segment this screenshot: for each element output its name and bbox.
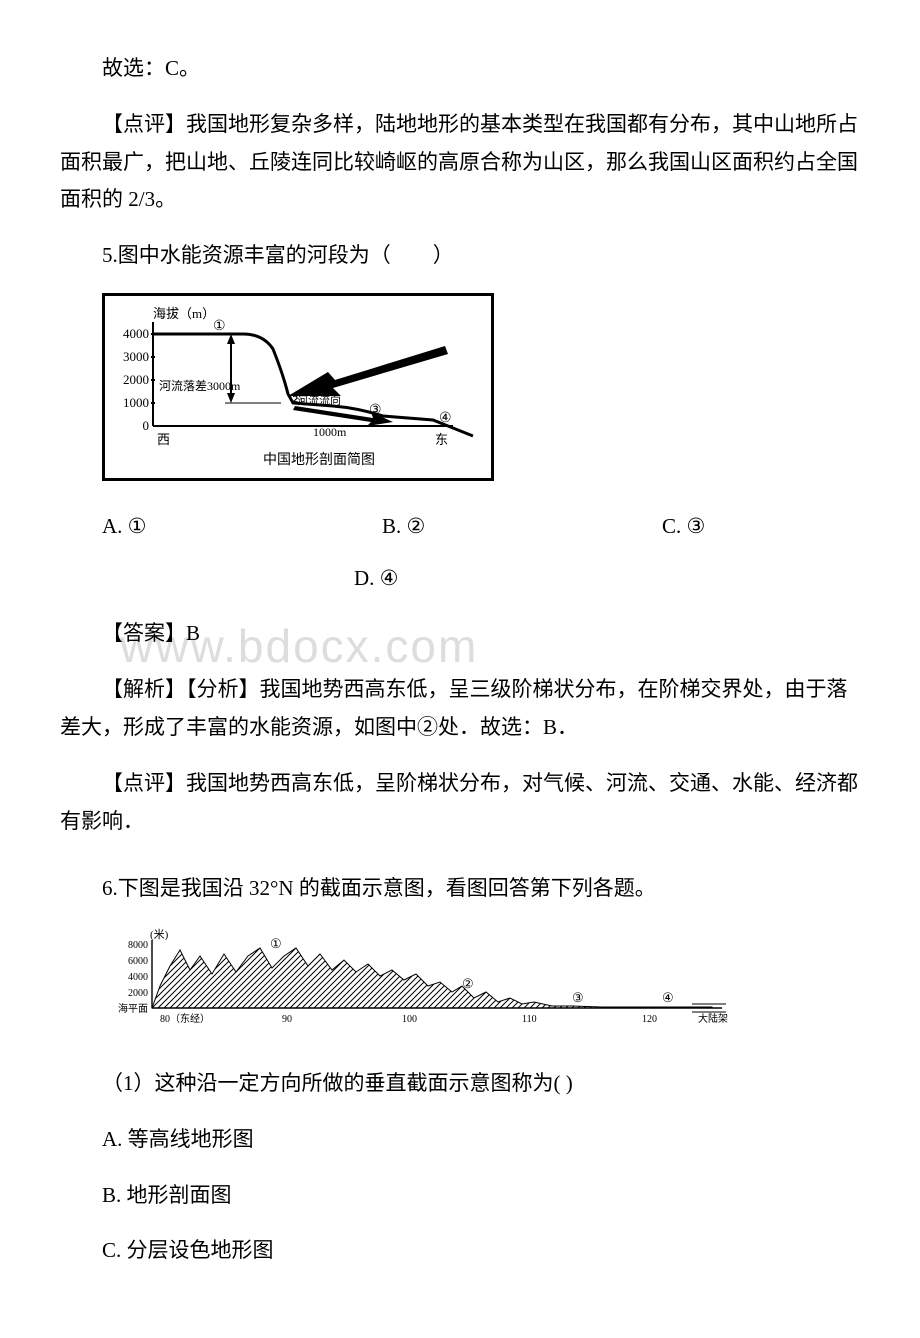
chart1-xmid: 1000m bbox=[313, 425, 347, 439]
chart1-east: 东 bbox=[435, 432, 448, 447]
chart2-ytick-6000: 6000 bbox=[128, 956, 148, 967]
q5-answer: 【答案】B bbox=[60, 615, 860, 653]
q5-option-d: D. ④ bbox=[354, 566, 399, 590]
q5-explanation: 【解析】【分析】我国地势西高东低，呈三级阶梯状分布，在阶梯交界处，由于落差大，形… bbox=[60, 671, 860, 747]
chart2-xright: 大陆架 bbox=[698, 1012, 728, 1025]
chart1-drop-label: 河流落差3000m bbox=[159, 379, 241, 393]
q5-option-b: B. ② bbox=[382, 508, 662, 546]
chart1-axes: 海拔（m） 4000 3000 2000 1000 0 bbox=[113, 304, 483, 474]
chart1-ytick-3000: 3000 bbox=[123, 349, 149, 364]
chart1-marker-3: ③ bbox=[369, 403, 382, 418]
chart2-xtick-90: 90 bbox=[282, 1014, 292, 1025]
q6-1-option-a: A. 等高线地形图 bbox=[60, 1121, 860, 1159]
chart2-xtick-100: 100 bbox=[402, 1014, 417, 1025]
chart1-ylabel: 海拔（m） bbox=[153, 306, 215, 321]
question-6-1: （1）这种沿一定方向所做的垂直截面示意图称为( ) bbox=[60, 1065, 860, 1103]
chart2-ylabel: (米) bbox=[150, 928, 169, 941]
q5-comment: 【点评】我国地势西高东低，呈阶梯状分布，对气候、河流、交通、水能、经济都有影响． bbox=[60, 765, 860, 841]
chart2-xtick-110: 110 bbox=[522, 1014, 537, 1025]
chart1-marker-1: ① bbox=[213, 319, 226, 334]
chart2-xtick-80: 80（东经） bbox=[160, 1012, 210, 1025]
q5-options-row: A. ① B. ② C. ③ bbox=[60, 508, 860, 546]
q6-1-option-b: B. 地形剖面图 bbox=[60, 1177, 860, 1215]
chart1-container: 海拔（m） 4000 3000 2000 1000 0 bbox=[60, 293, 860, 494]
q6-1-option-c: C. 分层设色地形图 bbox=[60, 1232, 860, 1270]
q5-option-c: C. ③ bbox=[662, 508, 705, 546]
chart2-marker-2: ② bbox=[462, 976, 474, 991]
chart1-frame: 海拔（m） 4000 3000 2000 1000 0 bbox=[102, 293, 494, 481]
chart2-marker-4: ④ bbox=[662, 990, 674, 1005]
chart2-marker-1: ① bbox=[270, 936, 282, 951]
question-6: 6.下图是我国沿 32°N 的截面示意图，看图回答第下列各题。 bbox=[60, 870, 860, 908]
chart1-ytick-4000: 4000 bbox=[123, 326, 149, 341]
chart2-ytick-2000: 2000 bbox=[128, 988, 148, 999]
question-5: 5.图中水能资源丰富的河段为（ ） bbox=[60, 237, 860, 275]
chart2-container: (米) 8000 6000 4000 2000 海平面 ① ② ③ ④ 80（东… bbox=[60, 926, 860, 1049]
chart1-svg: 海拔（m） 4000 3000 2000 1000 0 bbox=[113, 304, 483, 474]
chart1-ytick-0: 0 bbox=[143, 418, 150, 433]
chart2-ytick-4000: 4000 bbox=[128, 972, 148, 983]
chart1-west: 西 bbox=[157, 432, 170, 447]
chart1-ytick-2000: 2000 bbox=[123, 372, 149, 387]
q5-option-d-row: D. ④ bbox=[60, 560, 860, 598]
chart1-flow-label: 河流流向 bbox=[297, 393, 341, 407]
chart2-svg: (米) 8000 6000 4000 2000 海平面 ① ② ③ ④ 80（东… bbox=[102, 926, 742, 1036]
q5-option-a: A. ① bbox=[102, 508, 382, 546]
paragraph-answer-c: 故选：C。 bbox=[60, 50, 860, 88]
chart2-ybase: 海平面 bbox=[118, 1002, 148, 1015]
chart1-caption: 中国地形剖面简图 bbox=[263, 451, 375, 468]
chart2-xtick-120: 120 bbox=[642, 1014, 657, 1025]
chart1-ytick-1000: 1000 bbox=[123, 395, 149, 410]
chart2-marker-3: ③ bbox=[572, 990, 584, 1005]
paragraph-comment-terrain: 【点评】我国地形复杂多样，陆地地形的基本类型在我国都有分布，其中山地所占面积最广… bbox=[60, 106, 860, 219]
chart2: (米) 8000 6000 4000 2000 海平面 ① ② ③ ④ 80（东… bbox=[102, 926, 742, 1036]
chart1-marker-4: ④ bbox=[439, 411, 452, 426]
chart2-profile bbox=[152, 948, 712, 1008]
chart2-ytick-8000: 8000 bbox=[128, 940, 148, 951]
